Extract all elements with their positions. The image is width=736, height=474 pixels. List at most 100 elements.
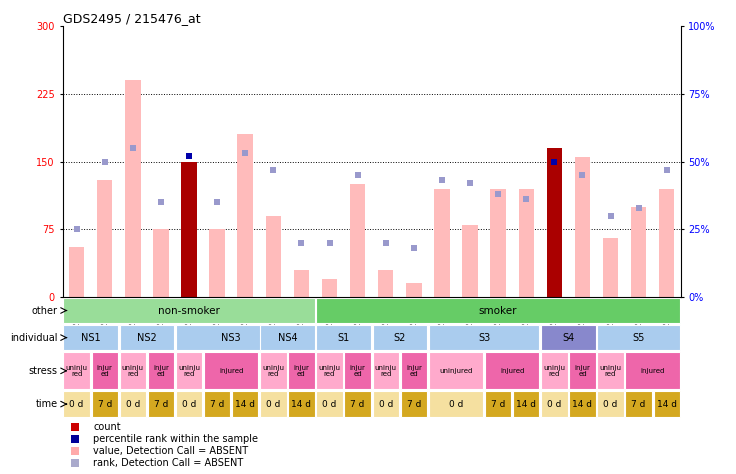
- Bar: [406, 283, 422, 297]
- Bar: [238, 135, 253, 297]
- Text: 14 d: 14 d: [236, 400, 255, 409]
- Bar: [631, 207, 646, 297]
- Bar: [91, 352, 118, 389]
- Bar: [429, 352, 484, 389]
- Bar: [204, 352, 258, 389]
- Text: uninjured: uninjured: [439, 368, 473, 374]
- Bar: [541, 392, 567, 417]
- Bar: [125, 80, 141, 297]
- Text: 7 d: 7 d: [98, 400, 112, 409]
- Bar: [372, 325, 427, 350]
- Text: uninju
red: uninju red: [543, 365, 565, 377]
- Bar: [148, 352, 174, 389]
- Bar: [209, 229, 225, 297]
- Bar: [547, 148, 562, 297]
- Text: injured: injured: [219, 368, 244, 374]
- Text: 14 d: 14 d: [573, 400, 592, 409]
- Bar: [541, 352, 567, 389]
- Bar: [294, 270, 309, 297]
- Text: non-smoker: non-smoker: [158, 306, 220, 316]
- Bar: [485, 392, 512, 417]
- Text: S2: S2: [394, 333, 406, 343]
- Text: injured: injured: [640, 368, 665, 374]
- Text: 0 d: 0 d: [547, 400, 562, 409]
- Text: 0 d: 0 d: [69, 400, 84, 409]
- Text: individual: individual: [10, 333, 57, 343]
- Bar: [372, 352, 399, 389]
- Text: 14 d: 14 d: [657, 400, 676, 409]
- Text: 7 d: 7 d: [154, 400, 168, 409]
- Bar: [569, 352, 595, 389]
- Bar: [120, 392, 146, 417]
- Bar: [232, 392, 258, 417]
- Bar: [429, 325, 539, 350]
- Text: NS2: NS2: [137, 333, 157, 343]
- Text: 7 d: 7 d: [210, 400, 224, 409]
- Bar: [513, 392, 539, 417]
- Text: uninju
red: uninju red: [319, 365, 341, 377]
- Bar: [462, 225, 478, 297]
- Bar: [344, 352, 371, 389]
- Text: 7 d: 7 d: [350, 400, 365, 409]
- Bar: [659, 189, 674, 297]
- Text: GDS2495 / 215476_at: GDS2495 / 215476_at: [63, 12, 200, 25]
- Bar: [569, 392, 595, 417]
- Text: S5: S5: [632, 333, 645, 343]
- Bar: [598, 352, 623, 389]
- Text: uninju
red: uninju red: [66, 365, 88, 377]
- Text: 14 d: 14 d: [516, 400, 537, 409]
- Bar: [316, 392, 343, 417]
- Bar: [260, 352, 286, 389]
- Text: injur
ed: injur ed: [96, 365, 113, 377]
- Text: uninju
red: uninju red: [262, 365, 284, 377]
- Bar: [322, 279, 337, 297]
- Text: S1: S1: [337, 333, 350, 343]
- Text: uninju
red: uninju red: [600, 365, 621, 377]
- Bar: [153, 229, 169, 297]
- Text: percentile rank within the sample: percentile rank within the sample: [93, 434, 258, 444]
- Text: S4: S4: [562, 333, 575, 343]
- Bar: [316, 298, 680, 323]
- Text: uninju
red: uninju red: [375, 365, 397, 377]
- Bar: [490, 189, 506, 297]
- Bar: [350, 184, 365, 297]
- Bar: [316, 352, 343, 389]
- Text: 0 d: 0 d: [126, 400, 140, 409]
- Text: uninju
red: uninju red: [122, 365, 144, 377]
- Bar: [626, 392, 652, 417]
- Text: 0 d: 0 d: [182, 400, 197, 409]
- Text: NS4: NS4: [277, 333, 297, 343]
- Bar: [148, 392, 174, 417]
- Text: 0 d: 0 d: [378, 400, 393, 409]
- Text: count: count: [93, 421, 121, 431]
- Bar: [63, 298, 314, 323]
- Text: 0 d: 0 d: [449, 400, 463, 409]
- Bar: [289, 392, 314, 417]
- Bar: [598, 325, 680, 350]
- Bar: [316, 325, 371, 350]
- Text: NS3: NS3: [222, 333, 241, 343]
- Bar: [63, 325, 118, 350]
- Bar: [181, 162, 197, 297]
- Bar: [344, 392, 371, 417]
- Bar: [63, 392, 90, 417]
- Text: injur
ed: injur ed: [294, 365, 309, 377]
- Bar: [289, 352, 314, 389]
- Text: stress: stress: [29, 366, 57, 376]
- Bar: [626, 352, 680, 389]
- Text: other: other: [32, 306, 57, 316]
- Bar: [575, 157, 590, 297]
- Text: S3: S3: [478, 333, 490, 343]
- Bar: [372, 392, 399, 417]
- Bar: [260, 325, 314, 350]
- Bar: [260, 392, 286, 417]
- Text: 7 d: 7 d: [407, 400, 421, 409]
- Text: 7 d: 7 d: [491, 400, 506, 409]
- Bar: [63, 352, 90, 389]
- Text: time: time: [35, 399, 57, 409]
- Bar: [434, 189, 450, 297]
- Text: 0 d: 0 d: [322, 400, 336, 409]
- Text: injur
ed: injur ed: [153, 365, 169, 377]
- Bar: [598, 392, 623, 417]
- Bar: [176, 352, 202, 389]
